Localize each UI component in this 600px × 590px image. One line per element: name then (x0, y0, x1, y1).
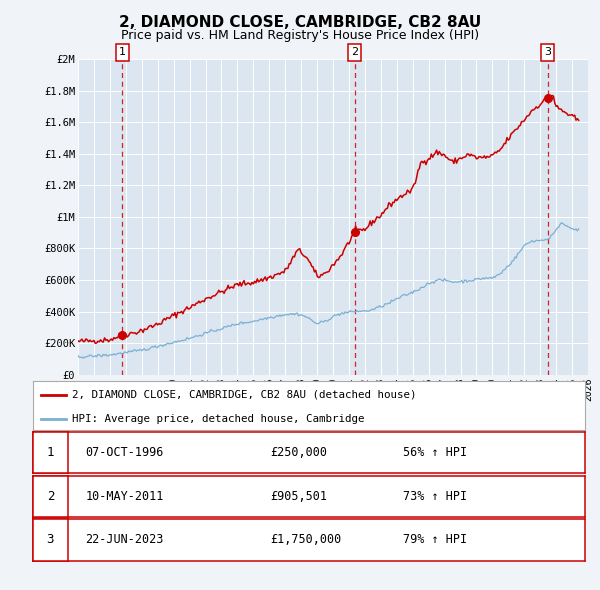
Text: 2, DIAMOND CLOSE, CAMBRIDGE, CB2 8AU: 2, DIAMOND CLOSE, CAMBRIDGE, CB2 8AU (119, 15, 481, 30)
Text: 2: 2 (47, 490, 54, 503)
Text: HPI: Average price, detached house, Cambridge: HPI: Average price, detached house, Camb… (71, 414, 364, 424)
Text: £250,000: £250,000 (271, 446, 328, 459)
Text: 1: 1 (119, 47, 125, 57)
Text: 73% ↑ HPI: 73% ↑ HPI (403, 490, 467, 503)
Text: Price paid vs. HM Land Registry's House Price Index (HPI): Price paid vs. HM Land Registry's House … (121, 30, 479, 42)
Text: 10-MAY-2011: 10-MAY-2011 (85, 490, 164, 503)
Text: 2: 2 (351, 47, 358, 57)
Text: £1,750,000: £1,750,000 (271, 533, 341, 546)
Text: 3: 3 (47, 533, 54, 546)
Text: 1: 1 (47, 446, 54, 459)
Text: 2, DIAMOND CLOSE, CAMBRIDGE, CB2 8AU (detached house): 2, DIAMOND CLOSE, CAMBRIDGE, CB2 8AU (de… (71, 389, 416, 399)
Text: 3: 3 (544, 47, 551, 57)
Text: 07-OCT-1996: 07-OCT-1996 (85, 446, 164, 459)
Text: £905,501: £905,501 (271, 490, 328, 503)
Text: 56% ↑ HPI: 56% ↑ HPI (403, 446, 467, 459)
Text: 22-JUN-2023: 22-JUN-2023 (85, 533, 164, 546)
Text: 79% ↑ HPI: 79% ↑ HPI (403, 533, 467, 546)
